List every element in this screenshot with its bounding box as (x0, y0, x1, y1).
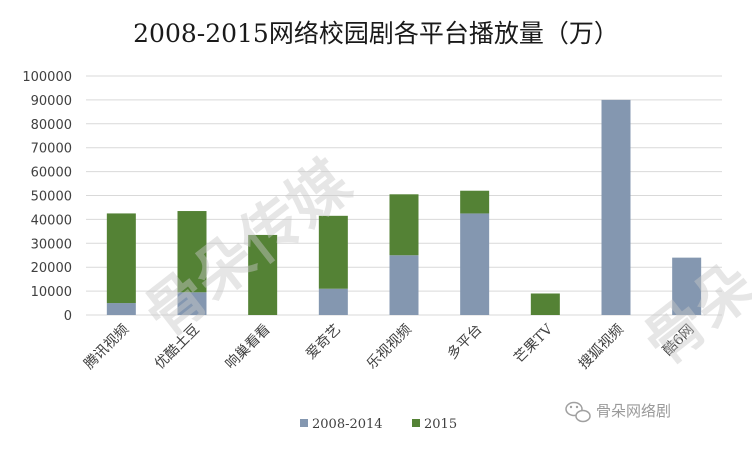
legend: 2008-2014 2015 (300, 417, 457, 432)
y-tick-label: 30000 (31, 237, 72, 252)
bar-series1 (389, 255, 419, 315)
bar-series2 (460, 190, 490, 214)
bar-series1 (318, 288, 348, 315)
y-tick-label: 50000 (31, 190, 72, 205)
y-tick-label: 80000 (31, 118, 72, 133)
x-tick-label: 芒果TV (511, 321, 556, 366)
bar-series1 (601, 99, 631, 316)
bar-series2 (248, 234, 278, 315)
legend-label: 2008-2014 (312, 417, 383, 432)
bar-series2 (389, 194, 419, 256)
y-tick-label: 100000 (22, 70, 72, 85)
bar-series2 (177, 211, 207, 293)
y-tick-label: 90000 (31, 94, 72, 109)
y-axis-ticks: 0 10000 20000 30000 40000 50000 60000 70000 8000… (22, 70, 72, 324)
y-tick-label: 20000 (31, 261, 72, 276)
x-tick-label: 响巢看看 (223, 322, 274, 373)
x-tick-label: 搜狐视频 (576, 322, 627, 373)
bar-series2 (530, 293, 560, 315)
chart-title: 2008-2015网络校园剧各平台播放量（万） (133, 19, 619, 48)
legend-swatch (300, 419, 308, 427)
bar-series2 (318, 215, 348, 289)
watermark: 骨朵传媒 骨朵 (132, 147, 752, 379)
brand-name: 骨朵网络剧 (596, 402, 671, 420)
bar-series1 (460, 213, 490, 315)
bar-series2 (106, 213, 136, 304)
y-tick-label: 70000 (31, 142, 72, 157)
x-tick-label: 腾讯视频 (81, 321, 133, 373)
y-tick-label: 60000 (31, 166, 72, 181)
y-tick-label: 0 (64, 309, 72, 324)
bar-series1 (177, 292, 207, 315)
bar-series1 (106, 303, 136, 315)
bar-series1 (672, 257, 702, 315)
wechat-icon (565, 401, 591, 423)
y-tick-label: 40000 (31, 213, 72, 228)
x-tick-label: 爱奇艺 (302, 321, 344, 363)
legend-label: 2015 (424, 417, 457, 432)
y-tick-label: 10000 (31, 285, 72, 300)
bars (106, 99, 702, 316)
x-tick-label: 乐视视频 (364, 322, 415, 373)
legend-swatch (412, 419, 420, 427)
brand: 骨朵网络剧 (565, 401, 671, 423)
x-tick-label: 多平台 (444, 321, 486, 363)
